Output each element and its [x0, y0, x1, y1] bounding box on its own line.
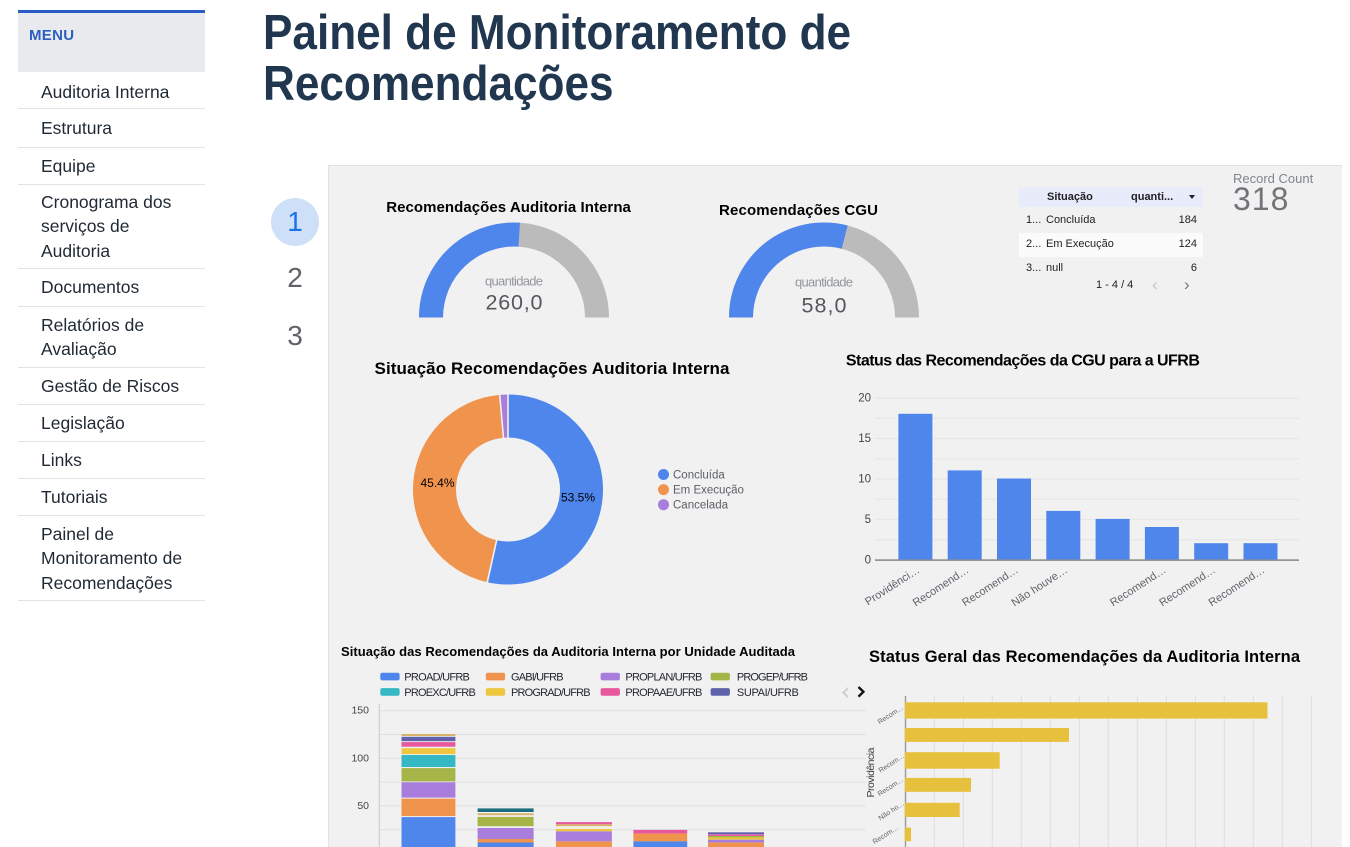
- svg-text:PROEXC/UFRB: PROEXC/UFRB: [404, 687, 476, 699]
- svg-text:SUPAI/UFRB: SUPAI/UFRB: [737, 687, 799, 699]
- svg-text:Não ho…: Não ho…: [877, 800, 906, 822]
- svg-text:Situação das Recomendações da: Situação das Recomendações da Auditoria …: [341, 644, 796, 659]
- svg-text:5: 5: [865, 514, 871, 526]
- svg-text:Status das Recomendações da CG: Status das Recomendações da CGU para a U…: [846, 352, 1200, 369]
- svg-text:100: 100: [351, 752, 369, 764]
- svg-text:Recom…: Recom…: [877, 704, 905, 726]
- svg-text:PROGRAD/UFRB: PROGRAD/UFRB: [511, 687, 591, 699]
- svg-text:10: 10: [858, 474, 871, 486]
- svg-text:Providência: Providência: [865, 747, 877, 797]
- svg-text:quantidade: quantidade: [795, 274, 853, 289]
- svg-text:PROGEP/UFRB: PROGEP/UFRB: [737, 672, 808, 684]
- svg-text:0: 0: [865, 554, 871, 566]
- svg-text:20: 20: [858, 393, 871, 405]
- svg-text:Recom…: Recom…: [878, 753, 906, 775]
- svg-text:50: 50: [357, 800, 369, 812]
- svg-text:Situação Recomendações Auditor: Situação Recomendações Auditoria Interna: [375, 359, 731, 378]
- svg-text:PROAD/UFRB: PROAD/UFRB: [404, 672, 470, 684]
- svg-text:quantidade: quantidade: [485, 274, 543, 289]
- svg-text:Não houve…: Não houve…: [1009, 564, 1069, 609]
- svg-text:Recomendações Auditoria Intern: Recomendações Auditoria Interna: [386, 199, 631, 216]
- svg-text:45.4%: 45.4%: [420, 476, 454, 490]
- svg-text:58,0: 58,0: [802, 293, 847, 317]
- svg-text:150: 150: [351, 705, 369, 717]
- svg-text:Recom…: Recom…: [872, 824, 900, 846]
- svg-text:Concluída: Concluída: [673, 470, 725, 482]
- svg-text:53.5%: 53.5%: [561, 491, 595, 505]
- svg-text:GABI/UFRB: GABI/UFRB: [511, 672, 564, 684]
- svg-text:Recomendações CGU: Recomendações CGU: [719, 202, 878, 219]
- svg-text:Cancelada: Cancelada: [673, 500, 729, 512]
- svg-text:Em Execução: Em Execução: [673, 485, 744, 497]
- svg-text:Recomend…: Recomend…: [1207, 564, 1267, 609]
- svg-text:260,0: 260,0: [486, 291, 543, 315]
- svg-text:Recom…: Recom…: [877, 776, 905, 798]
- svg-text:Status Geral das Recomendações: Status Geral das Recomendações da Audito…: [869, 648, 1301, 666]
- svg-text:PROPLAN/UFRB: PROPLAN/UFRB: [625, 672, 702, 684]
- svg-text:PROPAAE/UFRB: PROPAAE/UFRB: [625, 687, 702, 699]
- svg-text:15: 15: [858, 433, 871, 445]
